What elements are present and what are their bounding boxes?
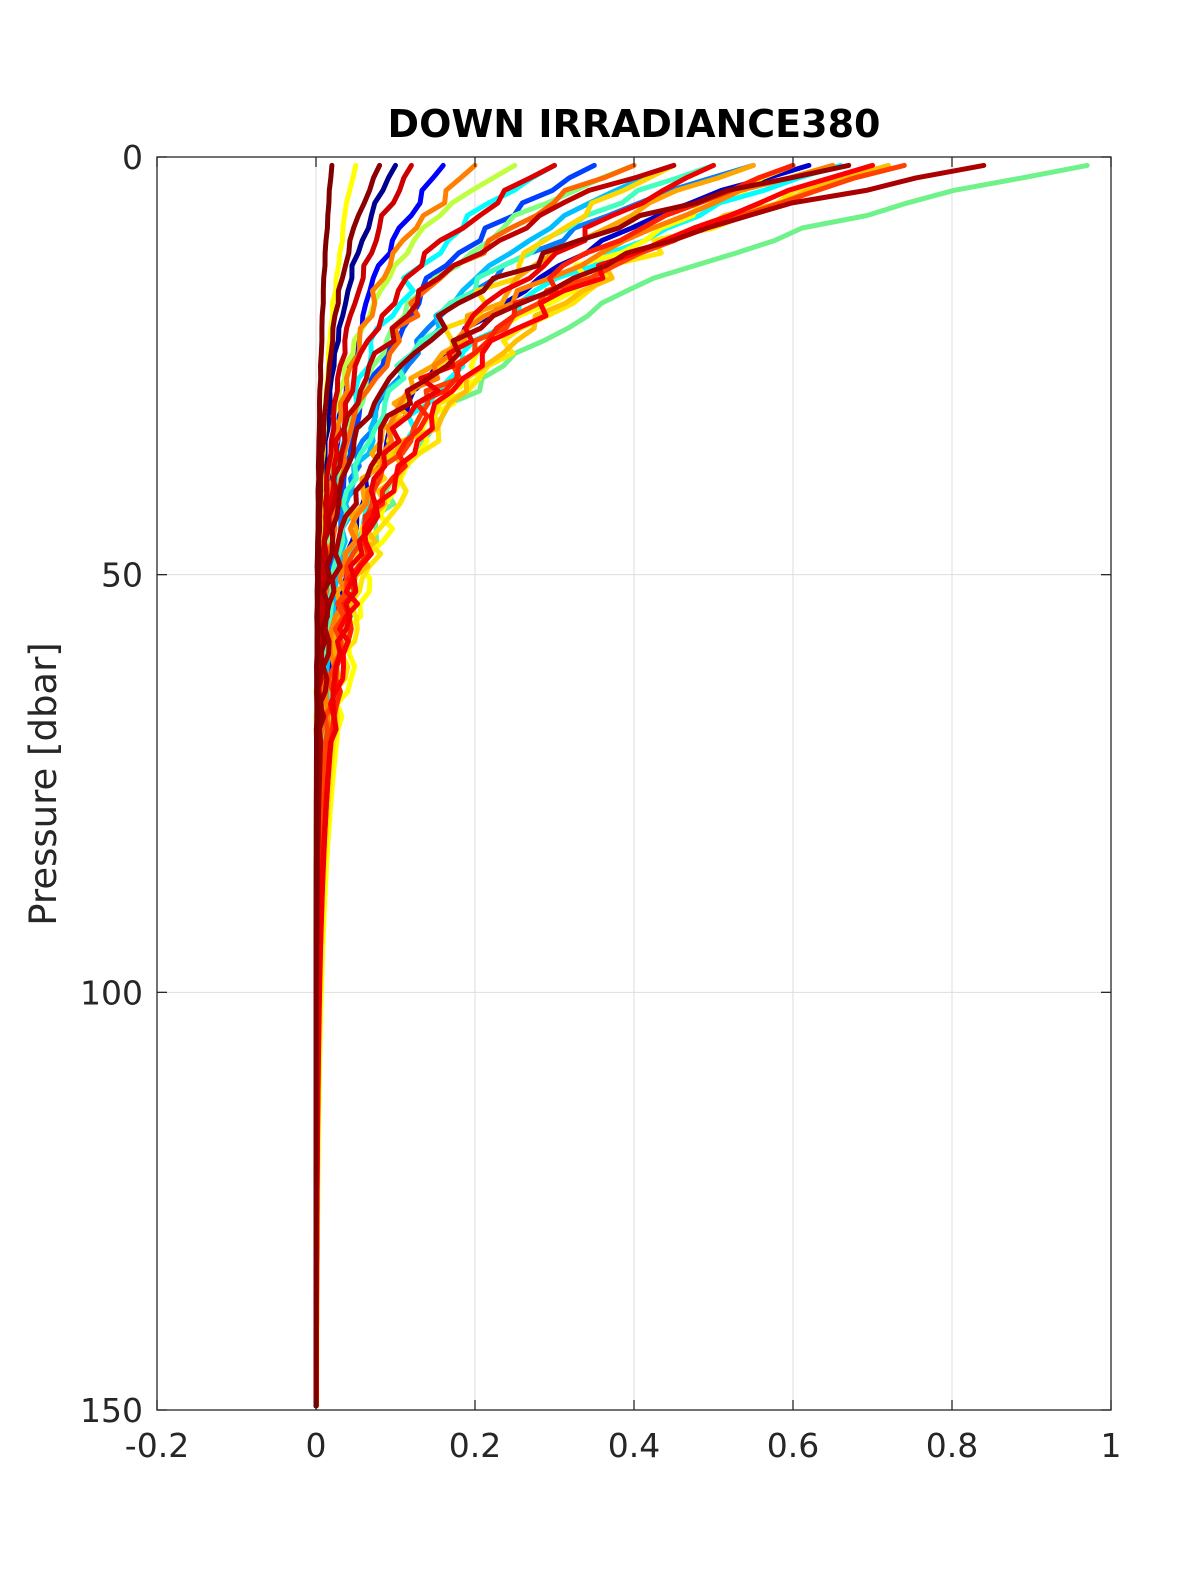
y-tick-label: 0 <box>122 138 143 177</box>
series-line <box>313 162 335 1409</box>
x-tick-label: 1 <box>1101 1426 1122 1465</box>
x-tick-label: 0.4 <box>608 1426 660 1465</box>
chart-title: DOWN IRRADIANCE380 <box>388 102 881 146</box>
axes <box>156 156 1112 1411</box>
series-layer <box>313 162 1090 1409</box>
x-tick-label: 0 <box>306 1426 327 1465</box>
x-tick-label: -0.2 <box>125 1426 189 1465</box>
axes-box <box>156 156 1112 1411</box>
x-tick-label: 0.6 <box>767 1426 819 1465</box>
x-tick-label: 0.8 <box>926 1426 978 1465</box>
y-axis-label: Pressure [dbar] <box>22 642 65 925</box>
y-tick-label: 100 <box>80 973 143 1012</box>
y-tick-label: 150 <box>80 1391 143 1430</box>
tick-labels: -0.2 0 0.2 0.4 0.6 0.8 1 0 50 100 150 <box>80 138 1122 1465</box>
x-tick-label: 0.2 <box>449 1426 501 1465</box>
y-tick-label: 50 <box>101 556 143 595</box>
